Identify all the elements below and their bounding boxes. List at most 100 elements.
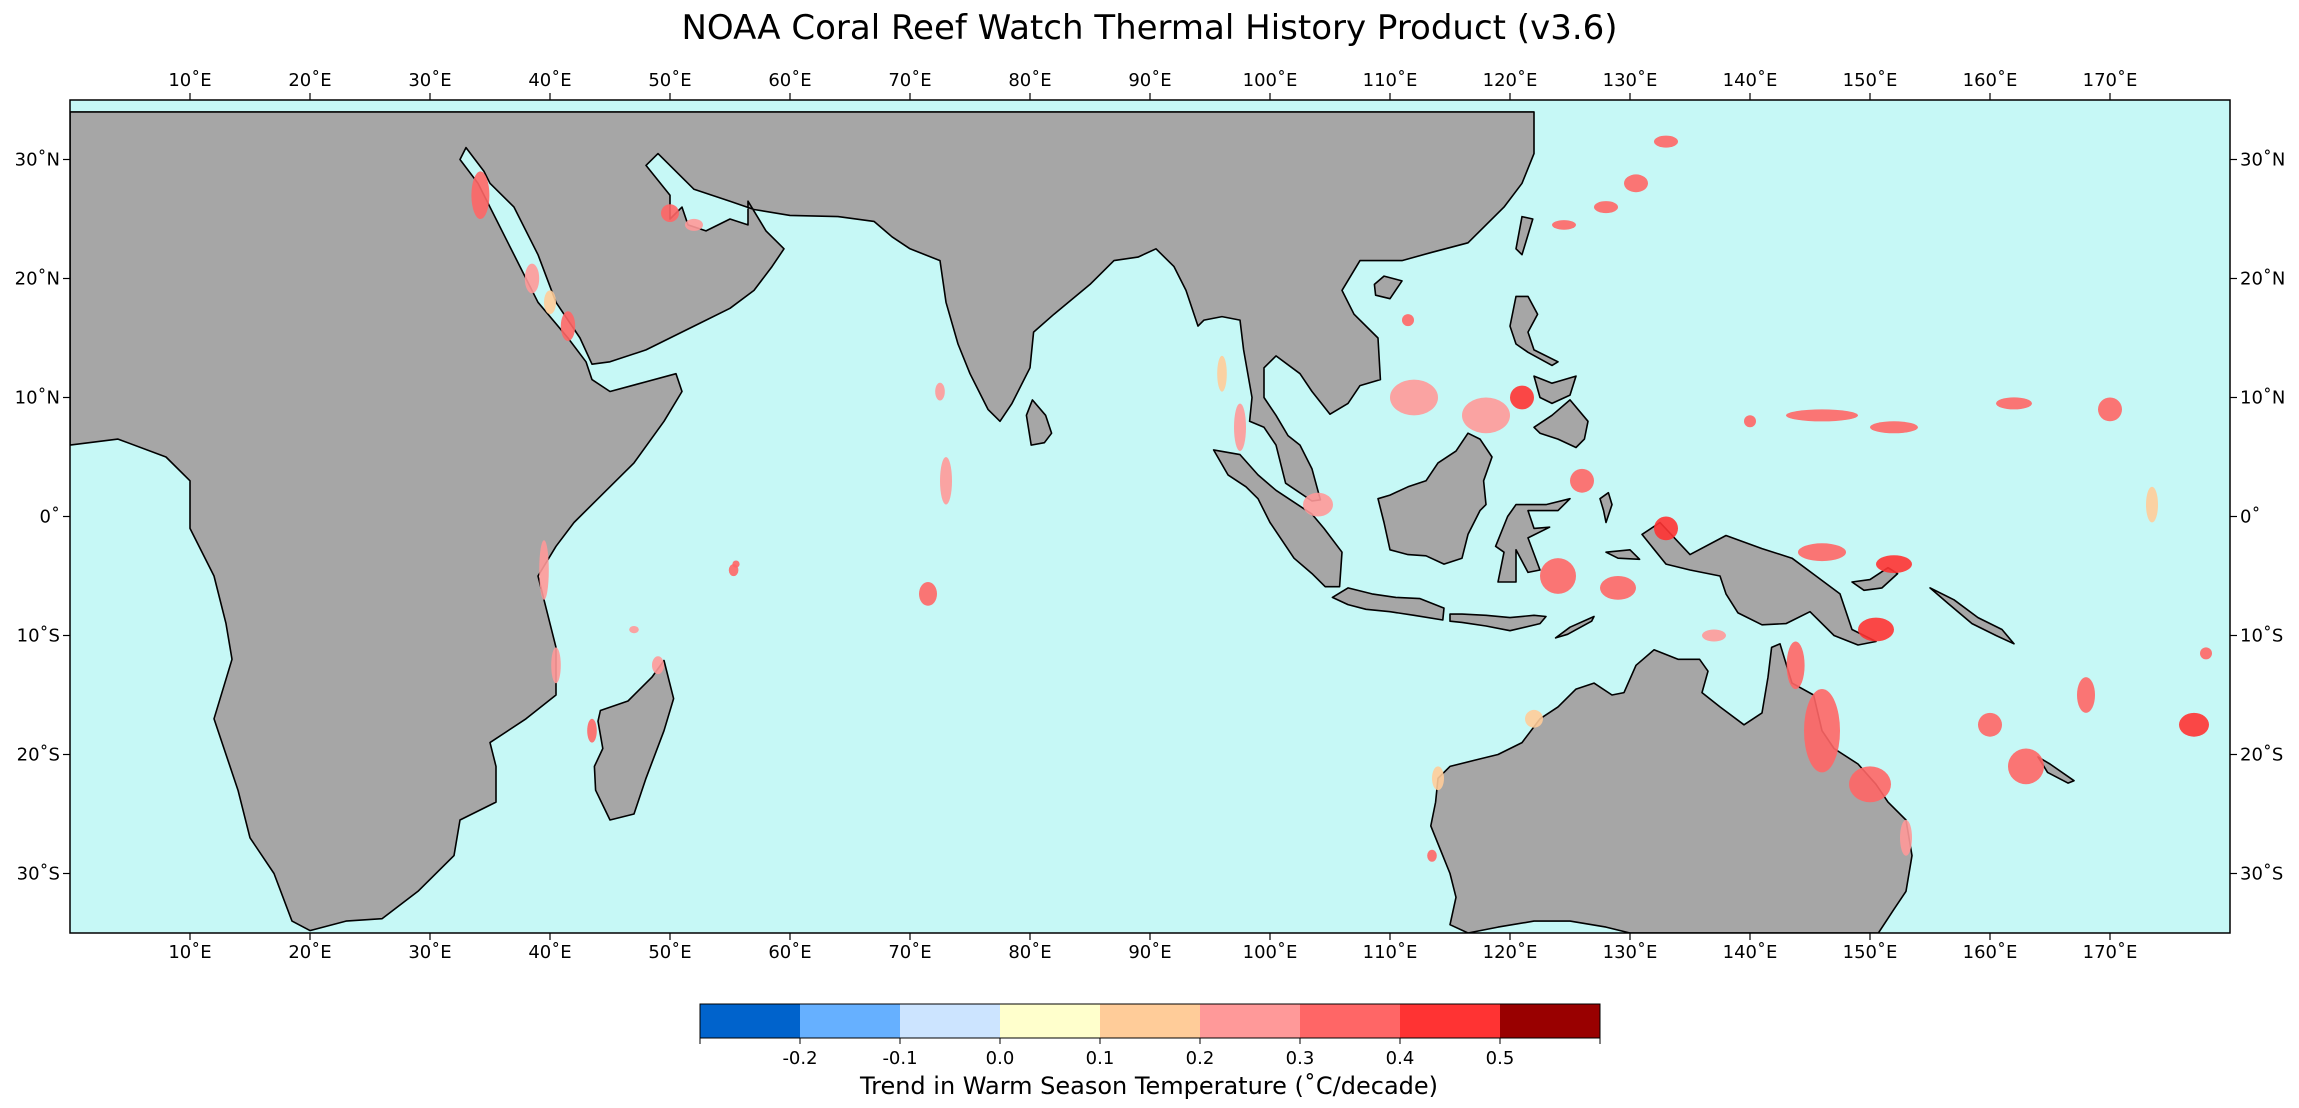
reef-patch [935,382,945,401]
reef-patch [551,647,561,684]
reef-patch [587,718,597,743]
land-mindanao [1533,399,1589,449]
land-visayas [1533,375,1577,405]
lat-tick-label-left: 30˚S [17,864,60,885]
lon-tick-label-top: 20˚E [288,70,331,91]
reef-patch [732,560,740,568]
land-java [1331,587,1445,621]
land-luzon [1509,295,1559,367]
reef-patch [2146,486,2158,523]
colorbar-label: -0.1 [882,1048,917,1069]
lon-tick-label-bottom: 160˚E [1963,942,2018,963]
colorbar-label: 0.2 [1186,1048,1215,1069]
land-hainan [1373,275,1403,300]
lon-tick-label-top: 50˚E [648,70,691,91]
lon-tick-label-bottom: 140˚E [1723,942,1778,963]
lon-tick-label-top: 30˚E [408,70,451,91]
reef-patch [1798,543,1846,562]
lon-tick-label-bottom: 10˚E [168,942,211,963]
land-solomons [1929,587,2015,645]
reef-patch [629,626,639,634]
lat-tick-label-right: 20˚S [2240,745,2283,766]
colorbar-swatch [1200,1004,1301,1038]
reef-patch [1600,576,1636,600]
lon-tick-label-top: 70˚E [888,70,931,91]
colorbar-label: 0.0 [986,1048,1015,1069]
land-nusa-tenggara [1449,613,1547,632]
lon-tick-label-top: 160˚E [1963,70,2018,91]
reef-patch [1804,689,1840,773]
reef-patch [471,171,490,219]
lon-tick-label-bottom: 50˚E [648,942,691,963]
reef-patch [560,311,576,341]
reef-patch [940,457,952,505]
land-layer [70,111,2075,933]
reef-patch [1870,421,1918,434]
reef-patch [1786,641,1805,690]
reef-patch [544,290,556,315]
lat-tick-label-right: 10˚S [2240,626,2283,647]
lon-tick-label-top: 40˚E [528,70,571,91]
chart-title: NOAA Coral Reef Watch Thermal History Pr… [681,8,1618,48]
lat-tick-label-left: 30˚N [15,150,60,171]
reef-patch [1654,516,1678,541]
lon-tick-label-top: 80˚E [1008,70,1051,91]
reef-patch [685,218,703,231]
reef-patch [1702,629,1726,642]
reef-patch [2098,397,2122,422]
colorbar-label: -0.2 [782,1048,817,1069]
reef-patch [1234,403,1246,452]
reef-patch [2008,748,2044,785]
land-madagascar [593,659,675,821]
colorbar-label: 0.5 [1486,1048,1515,1069]
lon-tick-label-bottom: 40˚E [528,942,571,963]
land-sri-lanka [1025,399,1053,446]
lat-tick-label-left: 20˚N [15,269,60,290]
reef-patch [1744,415,1756,428]
reef-patch [524,263,540,294]
colorbar-swatch [900,1004,1001,1038]
land-australia [1430,642,1913,933]
reef-patch [1390,379,1438,416]
reef-patch [1594,201,1618,214]
reef-patch [2179,712,2209,737]
reef-patch [1552,220,1576,230]
lat-tick-label-left: 10˚S [17,626,60,647]
colorbar-swatch [1400,1004,1501,1038]
lon-tick-label-bottom: 170˚E [2083,942,2138,963]
reef-patch [1876,555,1912,573]
reef-patch [1525,709,1543,728]
lon-tick-label-bottom: 130˚E [1603,942,1658,963]
reef-patch [1858,617,1894,642]
land-seram [1605,548,1641,561]
lon-tick-label-bottom: 70˚E [888,942,931,963]
lon-tick-label-bottom: 60˚E [768,942,811,963]
colorbar-swatch [1300,1004,1401,1038]
lon-tick-label-top: 110˚E [1363,70,1418,91]
land-new-caledonia [2037,756,2075,784]
lon-tick-label-bottom: 80˚E [1008,942,1051,963]
lon-tick-label-top: 60˚E [768,70,811,91]
reef-patch [1654,135,1678,148]
lon-tick-label-top: 10˚E [168,70,211,91]
land-timor [1554,615,1595,639]
land-borneo [1377,432,1493,565]
land-new-britain [1851,566,1899,592]
lon-tick-label-top: 100˚E [1243,70,1298,91]
lon-tick-label-bottom: 30˚E [408,942,451,963]
land-sulawesi [1494,497,1571,583]
reef-patch [652,656,664,675]
colorbar: -0.2 -0.1 0.0 0.1 0.2 0.3 0.4 0.5 [699,1003,1601,1069]
axis-ticks: 10˚E 10˚E 20˚E 20˚E 30˚E 30˚E 40˚E 40˚E 50˚E 50˚E… [15,70,2286,963]
land-taiwan [1515,215,1534,256]
reef-patch [539,540,549,600]
colorbar-swatch [1500,1004,1601,1038]
lat-tick-label-right: 20˚N [2240,269,2285,290]
lon-tick-label-top: 130˚E [1603,70,1658,91]
reef-patch [661,204,679,223]
reef-patch [919,582,937,606]
lon-tick-label-bottom: 90˚E [1128,942,1171,963]
reef-patch [1996,397,2032,410]
reef-patch [1900,819,1912,856]
